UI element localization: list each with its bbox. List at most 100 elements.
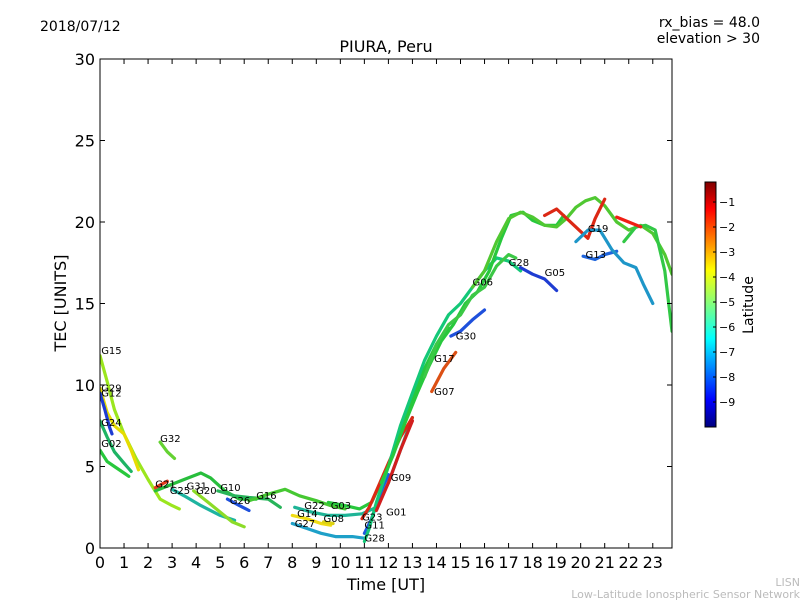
x-tick-label: 9 [311, 553, 321, 572]
footer-network: Low-Latitude Ionospheric Sensor Network [571, 588, 800, 600]
y-tick-label: 20 [75, 213, 95, 232]
satellite-label: G12 [101, 388, 121, 399]
colorbar-tick-label: −9 [719, 396, 735, 409]
y-tick-label: 5 [85, 458, 95, 477]
date-label: 2018/07/12 [40, 19, 121, 35]
x-tick-label: 18 [522, 553, 542, 572]
satellite-label: G26 [230, 496, 250, 507]
series-line-27 [519, 266, 559, 293]
y-axis-label: TEC [UNITS] [51, 255, 70, 353]
colorbar-tick-label: −1 [719, 196, 735, 209]
series-line-9 [192, 489, 246, 529]
satellite-label: G06 [473, 278, 493, 289]
x-tick-label: 3 [167, 553, 177, 572]
colorbar-tick-label: −2 [719, 221, 735, 234]
x-tick-label: 6 [239, 553, 249, 572]
satellite-label: G10 [220, 483, 240, 494]
satellite-label: G08 [324, 514, 344, 525]
satellite-label: G25 [170, 486, 190, 497]
satellite-label: G01 [386, 507, 406, 518]
series-line-12 [247, 487, 347, 511]
series-line-32 [615, 215, 643, 229]
x-tick-label: 17 [498, 553, 518, 572]
x-tick-label: 7 [263, 553, 273, 572]
x-tick-label: 4 [191, 553, 201, 572]
series-line-14 [290, 513, 333, 527]
elevation-label: elevation > 30 [657, 31, 760, 47]
satellite-label: G20 [196, 486, 216, 497]
series-line-7 [153, 479, 169, 490]
x-tick-label: 22 [619, 553, 639, 572]
series-line-20 [362, 256, 523, 544]
satellite-label: G05 [545, 268, 565, 279]
series-line-21 [374, 419, 414, 513]
series-line-4 [100, 448, 131, 478]
x-axis-label: Time [UT] [346, 575, 425, 594]
series-line-24 [422, 253, 518, 379]
colorbar-gradient [704, 181, 717, 428]
series-line-31 [622, 223, 672, 333]
satellite-label: G28 [364, 534, 384, 545]
x-tick-label: 20 [570, 553, 590, 572]
series-line-25 [449, 308, 487, 338]
satellite-label: G27 [295, 519, 315, 530]
colorbar: −1 −2 −3 −4 −5 −6 −7 −8 −9 [704, 181, 735, 428]
satellite-label: G11 [364, 520, 384, 531]
x-tick-label: 16 [474, 553, 494, 572]
x-tick-label: 11 [354, 553, 374, 572]
satellite-label: G19 [588, 224, 608, 235]
satellite-label: G03 [331, 501, 351, 512]
series-line-22 [379, 210, 566, 485]
colorbar-tick-label: −7 [719, 346, 735, 359]
satellite-label: G23 [362, 512, 382, 523]
satellite-label: G24 [101, 418, 121, 429]
x-tick-label: 10 [330, 553, 350, 572]
x-tick-label: 23 [643, 553, 663, 572]
y-tick-label: 30 [75, 50, 95, 69]
satellite-label: G22 [304, 501, 324, 512]
series-line-0 [100, 354, 181, 511]
x-tick-label: 8 [287, 553, 297, 572]
series-line-30 [574, 228, 655, 306]
satellite-label: G29 [101, 384, 121, 395]
series-line-5 [158, 440, 177, 460]
series-line-15 [290, 521, 366, 540]
satellite-label: G02 [101, 439, 121, 450]
x-tick-label: 1 [119, 553, 129, 572]
footer-lisn: LISN [775, 576, 800, 589]
satellite-label: G16 [256, 491, 276, 502]
colorbar-tick-label: −8 [719, 371, 735, 384]
x-tick-label: 21 [595, 553, 615, 572]
colorbar-tick-label: −6 [719, 321, 735, 334]
series-line-29 [581, 249, 619, 262]
satellite-label: G28 [509, 258, 529, 269]
satellite-label: G07 [434, 387, 454, 398]
satellite-label: G09 [391, 473, 411, 484]
x-tick-label: 2 [143, 553, 153, 572]
satellite-label: G31 [187, 481, 207, 492]
y-tick-label: 25 [75, 132, 95, 151]
series-line-3 [100, 419, 133, 473]
x-tick-label: 5 [215, 553, 225, 572]
series-line-10 [216, 489, 282, 509]
colorbar-label: Latitude [741, 276, 757, 334]
satellite-label: G21 [155, 480, 175, 491]
series-line-23 [430, 350, 458, 394]
x-tick-label: 14 [426, 553, 446, 572]
x-tick-label: 15 [450, 553, 470, 572]
x-tick-label: 0 [95, 553, 105, 572]
y-tick-label: 15 [75, 295, 95, 314]
x-tick-label: 13 [402, 553, 422, 572]
x-tick-label: 12 [378, 553, 398, 572]
satellite-label: G17 [434, 354, 454, 365]
y-tick-label: 10 [75, 376, 95, 395]
chart-title: PIURA, Peru [339, 37, 432, 56]
series-line-11 [225, 497, 251, 513]
series-line-16 [321, 520, 335, 526]
y-tick-label: 0 [85, 539, 95, 558]
satellite-label: G14 [297, 509, 317, 520]
colorbar-tick-label: −3 [719, 246, 735, 259]
x-tick-label: 19 [546, 553, 566, 572]
